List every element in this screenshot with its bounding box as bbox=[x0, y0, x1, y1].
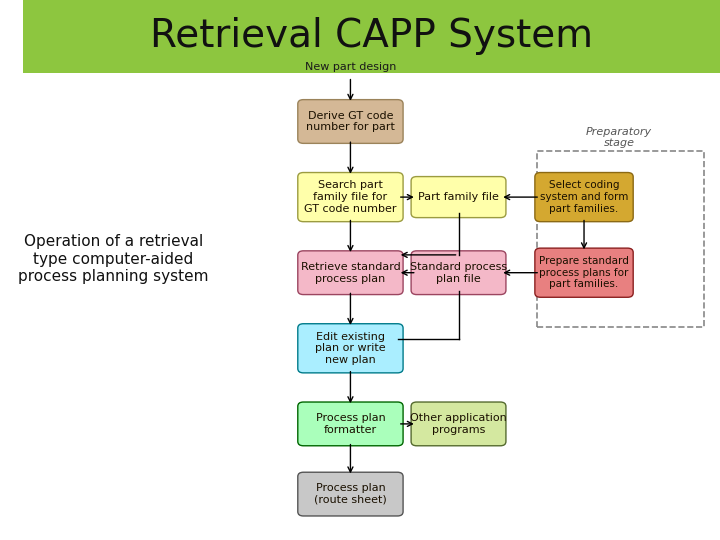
Text: Prepare standard
process plans for
part families.: Prepare standard process plans for part … bbox=[539, 256, 629, 289]
Text: Standard process
plan file: Standard process plan file bbox=[410, 262, 507, 284]
Text: Retrieve standard
process plan: Retrieve standard process plan bbox=[300, 262, 400, 284]
FancyBboxPatch shape bbox=[411, 402, 506, 446]
FancyBboxPatch shape bbox=[298, 251, 403, 295]
FancyBboxPatch shape bbox=[298, 99, 403, 143]
FancyBboxPatch shape bbox=[298, 173, 403, 221]
Text: Edit existing
plan or write
new plan: Edit existing plan or write new plan bbox=[315, 332, 386, 365]
Text: Retrieval CAPP System: Retrieval CAPP System bbox=[150, 17, 593, 55]
Text: Operation of a retrieval
type computer-aided
process planning system: Operation of a retrieval type computer-a… bbox=[18, 234, 209, 284]
FancyBboxPatch shape bbox=[411, 177, 506, 218]
Text: Other application
programs: Other application programs bbox=[410, 413, 507, 435]
FancyBboxPatch shape bbox=[411, 251, 506, 295]
FancyBboxPatch shape bbox=[298, 402, 403, 446]
Text: Process plan
formatter: Process plan formatter bbox=[315, 413, 385, 435]
Text: New part design: New part design bbox=[305, 63, 396, 72]
Text: Preparatory
stage: Preparatory stage bbox=[586, 127, 652, 148]
FancyBboxPatch shape bbox=[298, 472, 403, 516]
FancyBboxPatch shape bbox=[23, 0, 720, 73]
Text: Search part
family file for
GT code number: Search part family file for GT code numb… bbox=[304, 180, 397, 214]
Text: Part family file: Part family file bbox=[418, 192, 499, 202]
FancyBboxPatch shape bbox=[535, 173, 633, 221]
FancyBboxPatch shape bbox=[298, 324, 403, 373]
Text: Derive GT code
number for part: Derive GT code number for part bbox=[306, 111, 395, 132]
Text: Process plan
(route sheet): Process plan (route sheet) bbox=[314, 483, 387, 505]
Text: Select coding
system and form
part families.: Select coding system and form part famil… bbox=[540, 180, 629, 214]
FancyBboxPatch shape bbox=[535, 248, 633, 297]
